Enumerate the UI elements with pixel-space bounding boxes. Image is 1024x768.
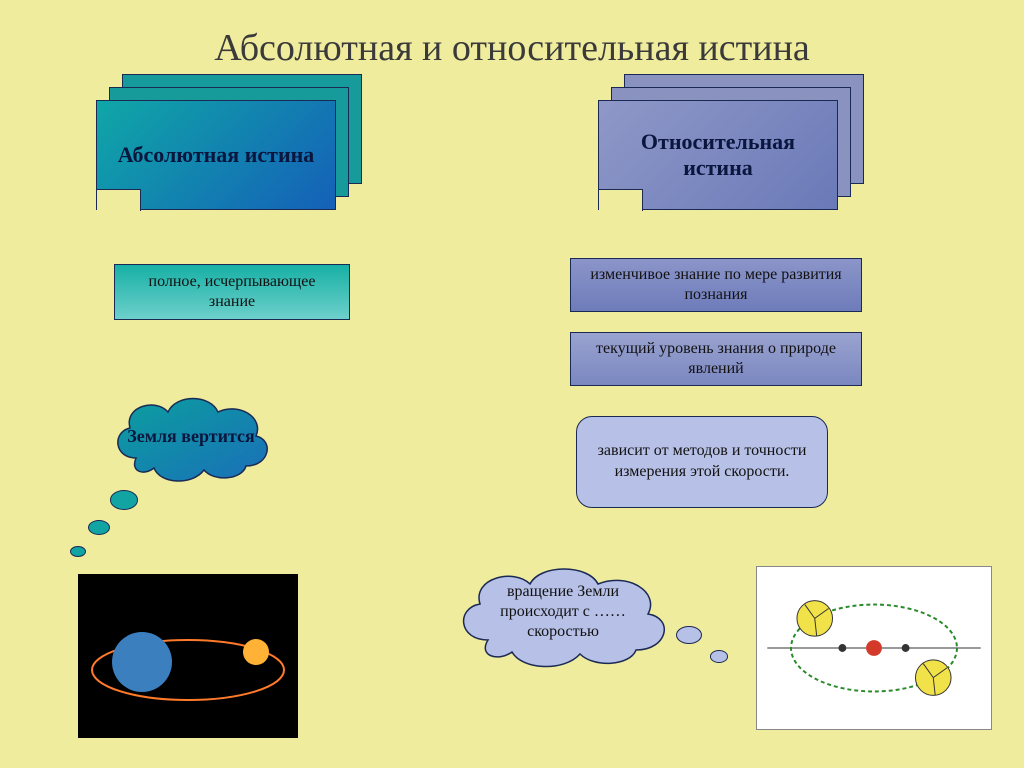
slide-title: Абсолютная и относительная истина [0, 26, 1024, 70]
right-info-box-1: изменчивое знание по мере развития позна… [570, 258, 862, 312]
thought-tail-ball [110, 490, 138, 510]
right-info-text-2: текущий уровень знания о природе явлений [581, 339, 851, 379]
left-stack-label: Абсолютная истина [118, 142, 315, 168]
thought-tail-ball [70, 546, 86, 557]
right-stack-notch [599, 189, 643, 211]
thought-tail-ball [710, 650, 728, 663]
right-thought-cloud: вращение Земли происходит с …… скоростью [448, 556, 678, 668]
left-stack-front: Абсолютная истина [96, 100, 336, 210]
right-stack: Относительная истина [598, 100, 838, 210]
right-rounded-bubble: зависит от методов и точности измерения … [576, 416, 828, 508]
diagram-icon [757, 567, 991, 729]
orbital-diagram-image [756, 566, 992, 730]
right-stack-front: Относительная истина [598, 100, 838, 210]
slide-background: Абсолютная и относительная истина Абсолю… [0, 0, 1024, 768]
left-stack-notch [97, 189, 141, 211]
right-stack-label: Относительная истина [605, 129, 831, 182]
thought-tail-ball [88, 520, 110, 535]
right-info-box-2: текущий уровень знания о природе явлений [570, 332, 862, 386]
left-thought-cloud: Земля вертится [106, 388, 276, 484]
space-illustration-icon [78, 574, 298, 738]
left-stack: Абсолютная истина [96, 100, 336, 210]
right-info-text-1: изменчивое знание по мере развития позна… [581, 265, 851, 305]
left-info-box: полное, исчерпывающее знание [114, 264, 350, 320]
thought-tail-ball [676, 626, 702, 644]
left-cloud-text: Земля вертится [126, 425, 256, 448]
earth-orbit-image [78, 574, 298, 738]
left-info-text: полное, исчерпывающее знание [125, 272, 339, 312]
right-bubble-text: зависит от методов и точности измерения … [591, 441, 813, 483]
right-cloud-text: вращение Земли происходит с …… скоростью [473, 582, 653, 642]
